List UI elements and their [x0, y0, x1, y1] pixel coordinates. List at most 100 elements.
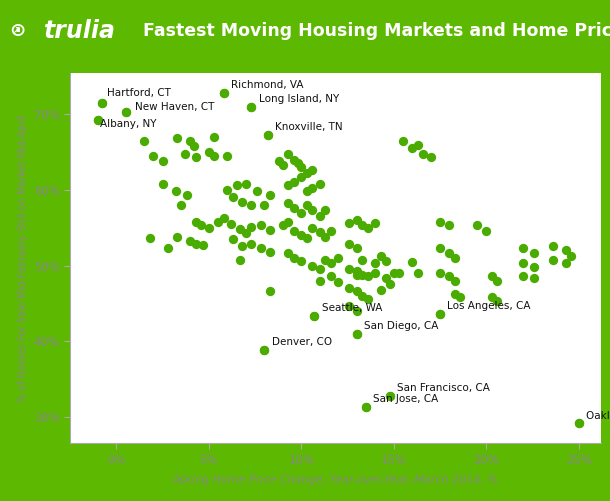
Point — [385, 281, 395, 289]
Point — [228, 193, 238, 201]
Point — [198, 241, 208, 249]
Point — [529, 263, 539, 271]
Point — [246, 201, 256, 209]
Point — [574, 419, 584, 427]
Point — [219, 89, 229, 97]
Point — [326, 260, 336, 268]
Point — [345, 303, 354, 311]
Text: trulia: trulia — [44, 20, 116, 43]
Point — [326, 227, 336, 235]
Point — [370, 219, 380, 227]
Point — [185, 237, 195, 245]
Point — [223, 186, 232, 194]
Point — [209, 152, 219, 160]
Point — [548, 256, 558, 264]
Point — [435, 244, 445, 252]
Point — [219, 214, 229, 222]
Point — [219, 89, 229, 97]
Point — [370, 260, 380, 268]
Point — [376, 286, 386, 294]
Point — [97, 99, 107, 107]
Point — [352, 216, 362, 224]
Point — [444, 272, 454, 280]
Point — [309, 312, 319, 320]
Point — [548, 242, 558, 250]
Point — [385, 392, 395, 400]
Point — [191, 218, 201, 226]
Point — [407, 144, 417, 152]
Point — [284, 249, 293, 258]
Point — [256, 221, 265, 229]
Point — [289, 204, 299, 212]
Point — [259, 201, 269, 209]
Point — [357, 256, 367, 264]
Point — [435, 269, 445, 277]
Point — [363, 295, 373, 303]
Point — [307, 224, 317, 232]
Point — [492, 277, 502, 285]
Text: San Jose, CA: San Jose, CA — [373, 394, 439, 404]
Point — [235, 256, 245, 264]
Point — [320, 256, 330, 264]
Point — [176, 201, 186, 209]
Point — [293, 159, 303, 167]
Point — [289, 254, 299, 262]
Point — [237, 198, 247, 206]
Point — [228, 235, 238, 243]
Point — [185, 137, 195, 145]
Point — [284, 181, 293, 189]
Point — [204, 224, 213, 232]
Point — [191, 240, 201, 248]
Text: Los Angeles, CA: Los Angeles, CA — [447, 301, 531, 311]
Point — [385, 392, 395, 400]
Point — [232, 181, 242, 189]
Point — [265, 287, 274, 295]
Point — [246, 223, 256, 231]
Point — [263, 131, 273, 139]
Point — [284, 199, 293, 207]
Point — [413, 140, 423, 148]
Point — [413, 269, 423, 277]
Point — [315, 277, 325, 285]
Point — [352, 330, 362, 338]
Text: Richmond, VA: Richmond, VA — [231, 80, 304, 90]
Point — [472, 221, 482, 229]
Point — [315, 180, 325, 188]
Point — [352, 330, 362, 338]
Point — [357, 221, 367, 229]
Point — [180, 150, 190, 158]
Point — [139, 137, 149, 145]
Point — [259, 346, 269, 354]
Point — [357, 292, 367, 300]
Point — [121, 108, 131, 116]
Point — [361, 403, 371, 411]
Point — [196, 221, 206, 229]
Point — [302, 233, 312, 241]
Text: Long Island, NY: Long Island, NY — [259, 94, 339, 104]
Point — [326, 272, 336, 280]
Text: Hartford, CT: Hartford, CT — [107, 88, 171, 98]
Text: Knoxville, TN: Knoxville, TN — [275, 122, 343, 132]
Text: San Francisco, CA: San Francisco, CA — [398, 383, 490, 393]
Point — [284, 150, 293, 158]
Point — [450, 254, 460, 262]
Point — [309, 312, 319, 320]
Point — [235, 225, 245, 233]
Point — [444, 249, 454, 258]
Point — [263, 131, 273, 139]
Text: New Haven, CT: New Haven, CT — [135, 102, 214, 112]
Point — [444, 221, 454, 229]
Y-axis label: % of Homes For Sale Mid-February Still on Market Mid-April: % of Homes For Sale Mid-February Still o… — [18, 114, 28, 402]
Text: Denver, CO: Denver, CO — [271, 337, 332, 347]
Text: Fastest Moving Housing Markets and Home Prices: Fastest Moving Housing Markets and Home … — [143, 23, 610, 40]
Point — [381, 275, 391, 283]
Point — [518, 260, 528, 268]
Point — [171, 187, 181, 195]
Point — [518, 272, 528, 280]
Point — [296, 173, 306, 181]
Text: Seattle, WA: Seattle, WA — [321, 303, 382, 313]
Point — [226, 220, 236, 228]
Point — [284, 218, 293, 226]
Point — [352, 272, 362, 280]
Point — [278, 161, 288, 169]
